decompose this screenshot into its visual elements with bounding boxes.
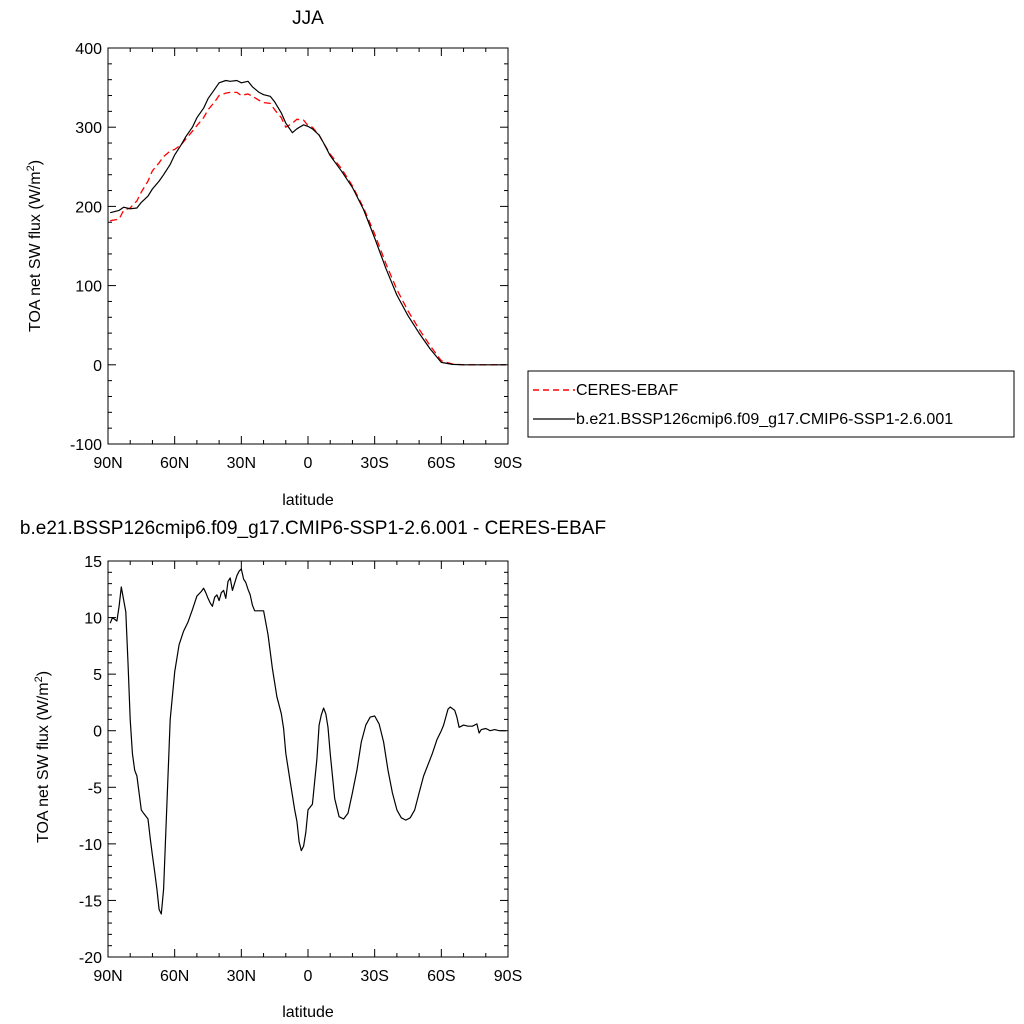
y-tick-label: -10 [79, 837, 102, 854]
series-line-0-1 [110, 79, 506, 366]
y-tick-label: 0 [93, 358, 102, 375]
y-tick-label: 10 [84, 611, 102, 628]
series-line-0-0 [110, 91, 506, 366]
top-chart-series [110, 79, 506, 366]
y-tick-label: -100 [70, 437, 102, 454]
x-tick-label: 30N [227, 455, 256, 472]
bottom-chart-frame [107, 560, 509, 958]
x-tick-label: 0 [304, 455, 313, 472]
bottom-chart-ticks [107, 560, 509, 958]
x-tick-label: 90S [494, 455, 522, 472]
y-tick-label: 15 [84, 554, 102, 571]
y-tick-label: 100 [75, 279, 102, 296]
y-tick-label: 5 [93, 667, 102, 684]
x-tick-label: 60N [160, 968, 189, 985]
legend-label-ceres-ebaf: CERES-EBAF [576, 382, 678, 399]
top-chart-title: JJA [292, 8, 324, 29]
series-line-1-0 [109, 568, 506, 915]
y-tick-label: -15 [79, 893, 102, 910]
y-tick-label: 400 [75, 41, 102, 58]
x-tick-label: 60N [160, 455, 189, 472]
y-tick-label: 200 [75, 199, 102, 216]
x-tick-label: 90N [93, 455, 122, 472]
x-tick-label: 30S [360, 968, 388, 985]
bottom-chart-x-tick-labels: 90N 60N 30N 0 30S 60S 90S [93, 968, 522, 985]
x-tick-label: 0 [304, 968, 313, 985]
y-tick-label: 0 [93, 724, 102, 741]
bottom-chart-y-tick-labels: -20 -15 -10 -5 0 5 10 15 [79, 554, 102, 967]
y-tick-label: 300 [75, 120, 102, 137]
y-tick-label: -20 [79, 950, 102, 967]
y-tick-label: -5 [88, 780, 102, 797]
bottom-chart-title: b.e21.BSSP126cmip6.f09_g17.CMIP6-SSP1-2.… [20, 518, 606, 539]
top-chart-y-axis-title: TOA net SW flux (W/m2) [25, 160, 44, 332]
x-tick-label: 30S [360, 455, 388, 472]
top-chart-frame [107, 47, 509, 445]
x-tick-label: 60S [427, 455, 455, 472]
x-tick-label: 60S [427, 968, 455, 985]
bottom-chart-panel: b.e21.BSSP126cmip6.f09_g17.CMIP6-SSP1-2.… [20, 518, 606, 1021]
x-tick-label: 30N [227, 968, 256, 985]
bottom-chart-x-axis-title: latitude [282, 1004, 334, 1021]
legend-box [527, 370, 1015, 438]
bottom-chart-series [109, 568, 506, 915]
top-chart-x-axis-title: latitude [282, 492, 334, 509]
top-chart-x-tick-labels: 90N 60N 30N 0 30S 60S 90S [93, 455, 522, 472]
legend-label-model: b.e21.BSSP126cmip6.f09_g17.CMIP6-SSP1-2.… [576, 411, 953, 428]
x-tick-label: 90N [93, 968, 122, 985]
x-tick-label: 90S [494, 968, 522, 985]
bottom-chart-y-axis-title: TOA net SW flux (W/m2) [33, 671, 52, 843]
top-chart-y-tick-labels: -100 0 100 200 300 400 [70, 41, 102, 454]
top-chart-ticks [107, 47, 509, 445]
chart-legend: CERES-EBAF b.e21.BSSP126cmip6.f09_g17.CM… [527, 370, 1015, 438]
